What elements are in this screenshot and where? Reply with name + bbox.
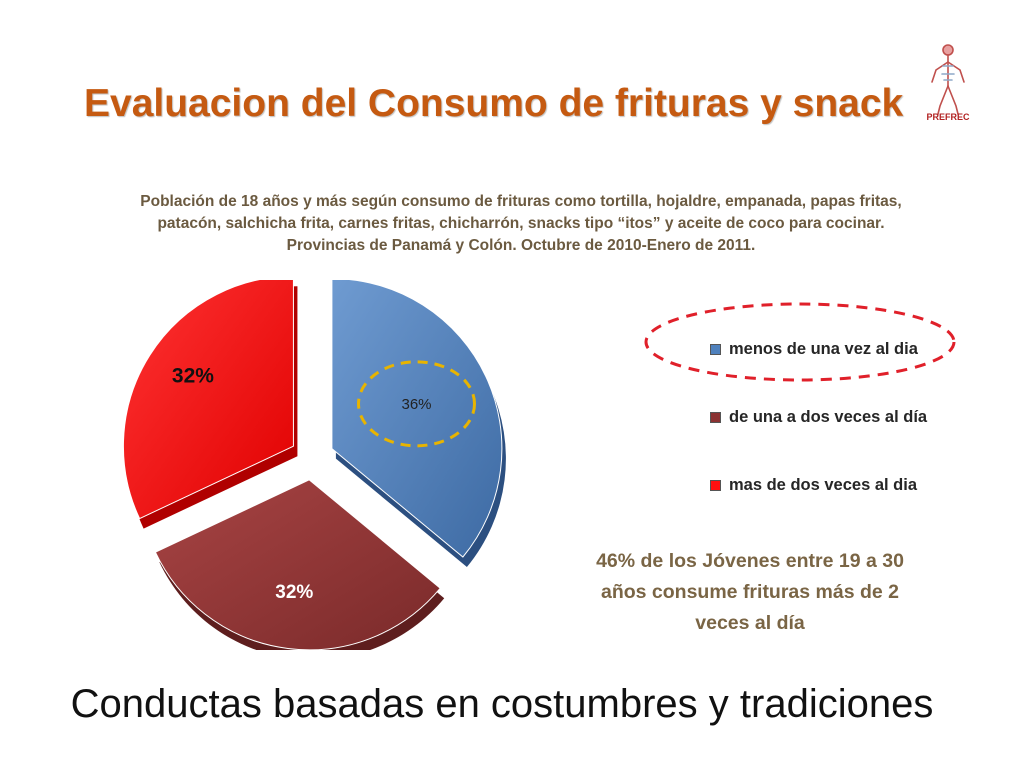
slide-footer: Conductas basadas en costumbres y tradic… [70,682,934,726]
subtitle-line-3: Provincias de Panamá y Colón. Octubre de… [286,237,756,254]
subtitle-line-1: Población de 18 años y más según consumo… [140,193,902,210]
legend-item-mas-dos: mas de dos veces al dia [710,476,917,495]
legend-label: mas de dos veces al dia [729,476,918,494]
legend-swatch-blue [710,344,721,355]
legend-swatch-darkred [710,412,721,423]
pie-chart: 36% 32% 32% [122,280,506,650]
note-line-3: veces al día [695,612,805,634]
pie-data-label: 36% [401,396,431,413]
pie-data-label: 32% [172,364,214,387]
highlight-ring [357,360,477,448]
pie-slice-face [154,479,441,650]
legend-label: menos de una vez al dia [729,340,918,358]
pie-slice-mas-dos [122,280,298,529]
chart-subtitle: Población de 18 años y más según consumo… [90,191,952,257]
note-line-2: años consume frituras más de 2 [600,581,900,603]
legend-item-una-dos: de una a dos veces al día [710,408,927,427]
youth-note: 46% de los Jóvenes entre 19 a 30 años co… [560,546,940,639]
legend-highlight-oval [644,302,956,382]
logo-text: PREFREC [926,112,970,122]
legend-label: de una a dos veces al día [729,408,928,426]
legend-item-menos: menos de una vez al dia [710,340,918,359]
pie-slice-face [122,280,294,520]
legend-swatch-red [710,480,721,491]
chart-legend: menos de una vez al dia de una a dos vec… [700,340,980,510]
pie-slice-face [331,280,503,558]
prefrec-logo: PREFREC [926,44,970,122]
pie-slice-menos [331,280,506,567]
slide-title: Evaluacion del Consumo de frituras y sna… [84,82,904,125]
pie-data-label: 32% [275,582,313,603]
pie-slice-una-dos [154,479,445,650]
note-line-1: 46% de los Jóvenes entre 19 a 30 [596,550,904,572]
subtitle-line-2: patacón, salchicha frita, carnes fritas,… [157,215,885,232]
